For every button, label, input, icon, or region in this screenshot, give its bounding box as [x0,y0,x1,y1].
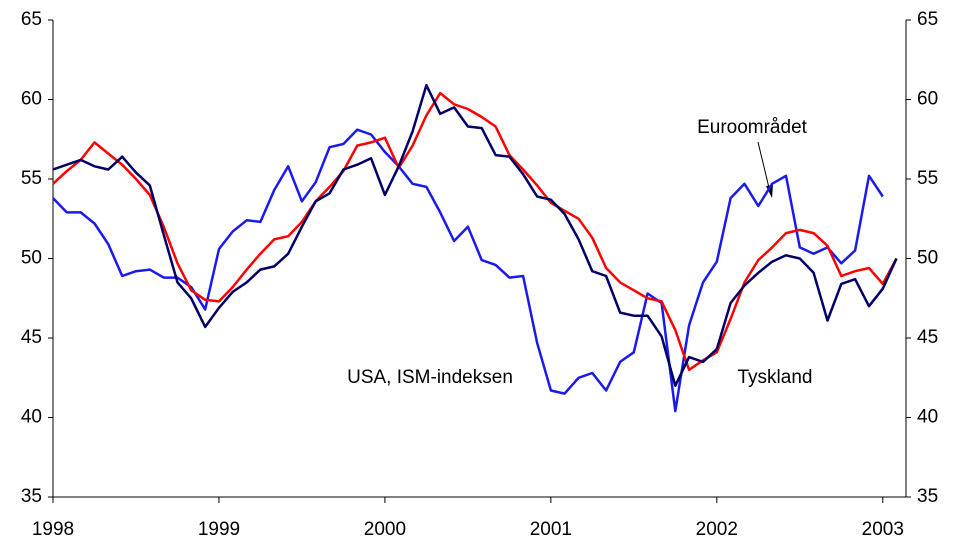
y2-tick-label: 35 [917,486,938,507]
series-label: Euroområdet [697,117,808,138]
y2-tick-label: 45 [917,327,938,348]
x-tick-label: 2003 [862,519,904,540]
x-tick-label: 2000 [364,519,406,540]
arrow-head [766,185,773,198]
x-tick-label: 2002 [696,519,738,540]
y-tick-label: 60 [21,89,42,110]
x-tick-label: 2001 [530,519,572,540]
annotation-arrow [757,141,771,193]
y2-tick-label: 55 [917,168,938,189]
series-line [52,83,898,387]
y-tick-label: 55 [21,168,42,189]
series-line [52,91,898,372]
y-tick-label: 35 [21,486,42,507]
series-line [52,128,884,413]
y2-tick-label: 65 [917,9,938,30]
y2-tick-label: 50 [917,248,938,269]
series-label: Tyskland [738,367,813,388]
y-tick-label: 50 [21,248,42,269]
series-label: USA, ISM-indeksen [347,367,513,388]
x-tick-label: 1999 [198,519,240,540]
y-tick-label: 40 [21,407,42,428]
y2-tick-label: 40 [917,407,938,428]
x-tick-label: 1998 [32,519,74,540]
y-tick-label: 45 [21,327,42,348]
y-tick-label: 65 [21,9,42,30]
y2-tick-label: 60 [917,89,938,110]
